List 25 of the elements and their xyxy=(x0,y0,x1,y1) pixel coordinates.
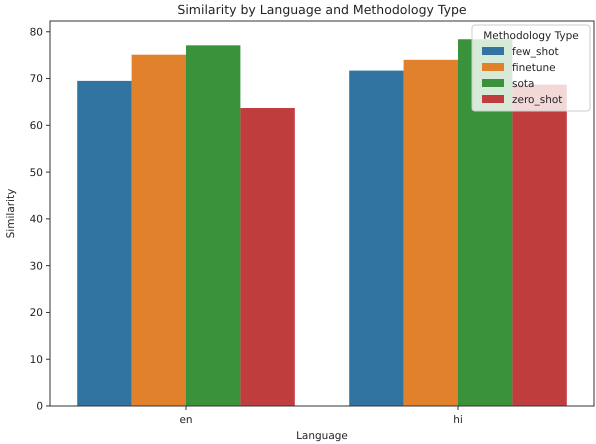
legend-label: few_shot xyxy=(512,46,559,58)
x-tick-label: en xyxy=(179,414,193,426)
bar xyxy=(132,54,186,406)
y-tick-label: 80 xyxy=(30,26,43,38)
y-tick-label: 70 xyxy=(30,73,43,86)
y-tick-label: 50 xyxy=(30,166,43,179)
legend-label: sota xyxy=(512,78,534,90)
x-tick-label: hi xyxy=(453,414,463,426)
y-tick-label: 20 xyxy=(30,307,43,320)
legend-title: Methodology Type xyxy=(483,30,579,42)
y-axis-title: Similarity xyxy=(5,188,17,238)
y-tick-label: 30 xyxy=(30,260,43,272)
y-tick-label: 0 xyxy=(36,400,43,413)
bar xyxy=(77,80,132,406)
legend-label: zero_shot xyxy=(512,94,562,106)
bar xyxy=(186,45,240,406)
chart-title: Similarity by Language and Methodology Type xyxy=(177,2,467,17)
bar xyxy=(404,60,458,406)
y-tick-label: 40 xyxy=(30,214,43,226)
bar xyxy=(349,70,404,406)
x-axis-title: Language xyxy=(296,430,348,442)
y-tick-label: 60 xyxy=(30,120,43,132)
y-tick-label: 10 xyxy=(30,354,43,366)
legend-label: finetune xyxy=(512,62,556,74)
bar xyxy=(240,108,295,406)
